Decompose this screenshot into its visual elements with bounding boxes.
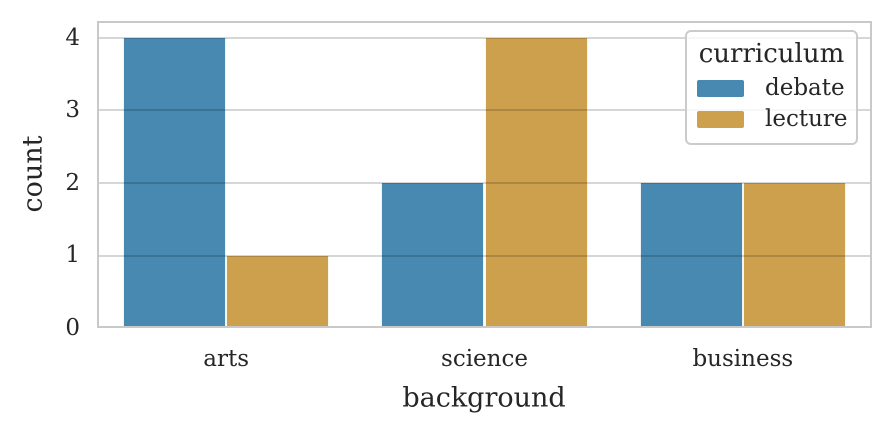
lecture-swatch xyxy=(697,111,744,128)
bar-science-debate xyxy=(381,182,485,328)
legend-item-debate: debate xyxy=(697,73,846,104)
bar-business-debate xyxy=(639,182,743,328)
debate-swatch xyxy=(697,80,744,97)
y-tick-label: 1 xyxy=(65,242,80,269)
bar-arts-lecture xyxy=(226,255,330,328)
x-tick-label: arts xyxy=(203,346,250,372)
legend-label: debate xyxy=(765,75,845,101)
gridline xyxy=(97,109,872,112)
legend-title: curriculum xyxy=(698,39,845,69)
y-tick-label: 3 xyxy=(65,97,80,124)
y-tick-label: 4 xyxy=(65,24,80,51)
x-tick-label: business xyxy=(692,346,794,372)
gridline xyxy=(97,254,872,257)
legend: curriculum debate lecture xyxy=(685,30,858,145)
bar-business-lecture xyxy=(742,182,847,328)
bar-arts-debate xyxy=(122,37,227,328)
legend-label: lecture xyxy=(765,106,848,132)
plot-area xyxy=(97,21,872,328)
y-tick-label: 0 xyxy=(65,315,80,341)
y-tick-label: 2 xyxy=(65,169,80,196)
bar-science-lecture xyxy=(484,37,588,328)
x-tick-label: science xyxy=(441,346,528,372)
x-axis-label: background xyxy=(402,382,566,414)
gridline xyxy=(97,36,872,39)
legend-items: debate lecture xyxy=(697,73,848,135)
legend-item-lecture: lecture xyxy=(697,104,848,135)
gridline xyxy=(97,181,872,184)
